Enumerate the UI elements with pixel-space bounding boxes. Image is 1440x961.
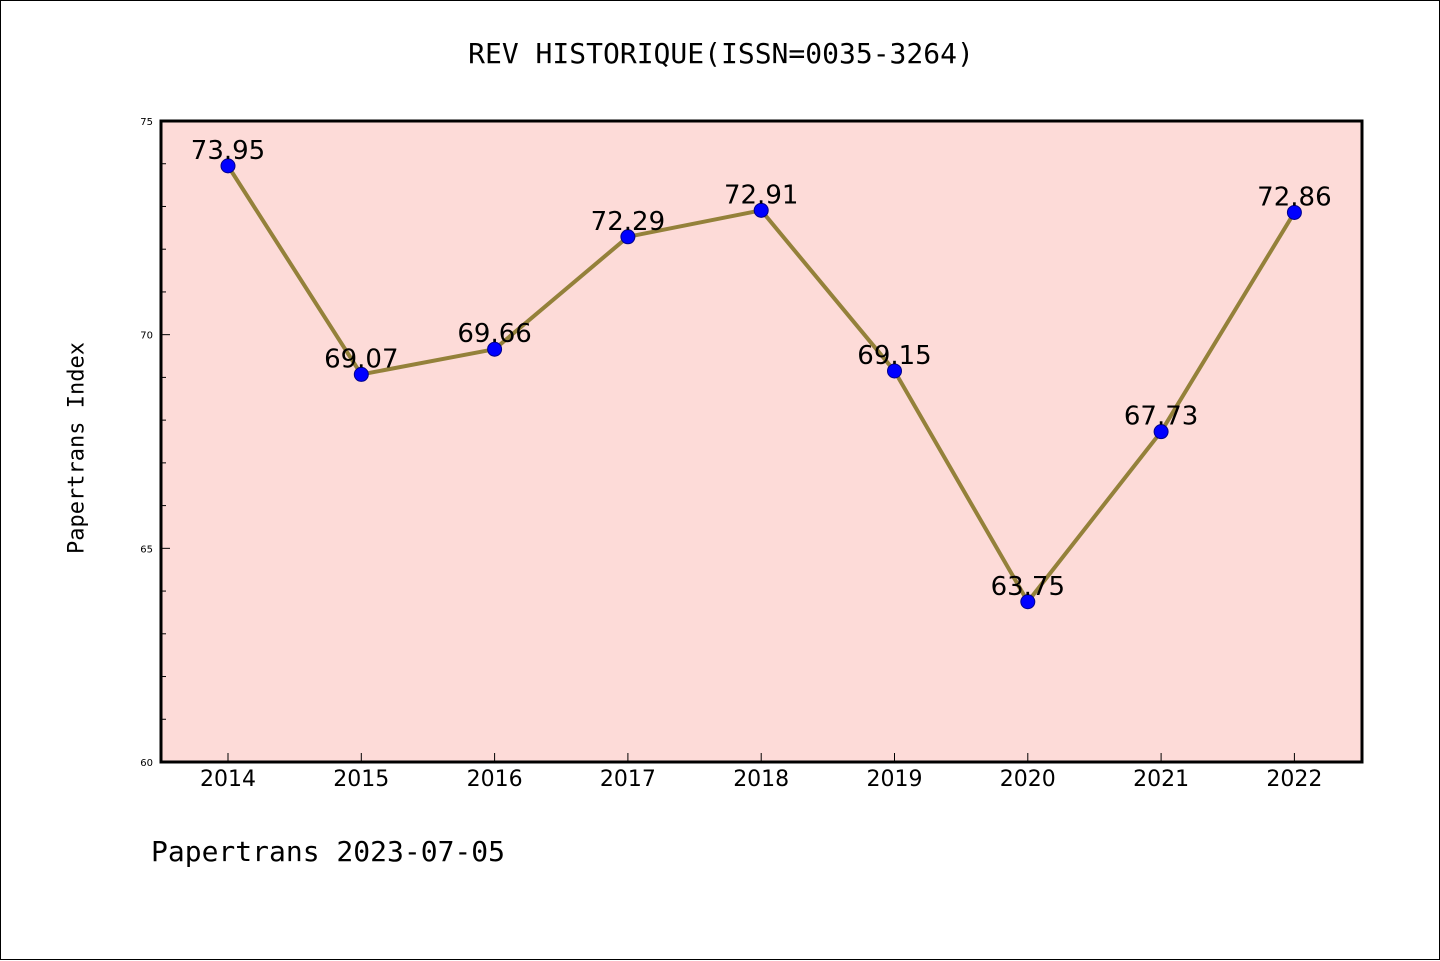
data-label: 72.29	[591, 207, 665, 237]
y-tick-label: 75	[140, 117, 153, 128]
data-point	[887, 363, 902, 379]
data-point	[1153, 424, 1169, 440]
data-label: 73.95	[191, 136, 265, 166]
data-label: 63.75	[991, 572, 1065, 602]
x-tick-label: 2019	[867, 767, 923, 792]
data-label: 69.66	[457, 319, 531, 349]
data-label: 72.91	[724, 180, 798, 210]
data-label: 72.86	[1257, 182, 1331, 212]
footer-note: Papertrans 2023-07-05	[151, 835, 506, 868]
x-tick-label: 2020	[1000, 767, 1056, 792]
y-tick-label: 60	[140, 758, 153, 769]
x-tick-label: 2017	[600, 767, 656, 792]
x-tick-label: 2021	[1133, 767, 1189, 792]
x-tick-label: 2022	[1266, 767, 1322, 792]
x-tick-label: 2015	[333, 767, 389, 792]
data-point	[220, 158, 236, 174]
x-tick-label: 2014	[200, 767, 256, 792]
x-tick-label: 2018	[733, 767, 789, 792]
data-point	[753, 202, 769, 218]
data-label: 69.07	[324, 344, 398, 374]
data-point	[487, 341, 503, 357]
data-label: 69.15	[857, 341, 931, 371]
data-point	[1020, 594, 1036, 610]
y-tick-label: 65	[140, 544, 153, 555]
data-label: 67.73	[1124, 402, 1198, 432]
data-point	[1286, 204, 1302, 220]
y-tick-label: 70	[140, 331, 153, 342]
x-tick-label: 2016	[467, 767, 523, 792]
data-point	[353, 366, 369, 382]
data-point	[620, 229, 636, 245]
chart-title: REV HISTORIQUE(ISSN=0035-3264)	[468, 37, 974, 70]
plot-background	[161, 121, 1362, 762]
plot-frame	[159, 119, 1364, 764]
